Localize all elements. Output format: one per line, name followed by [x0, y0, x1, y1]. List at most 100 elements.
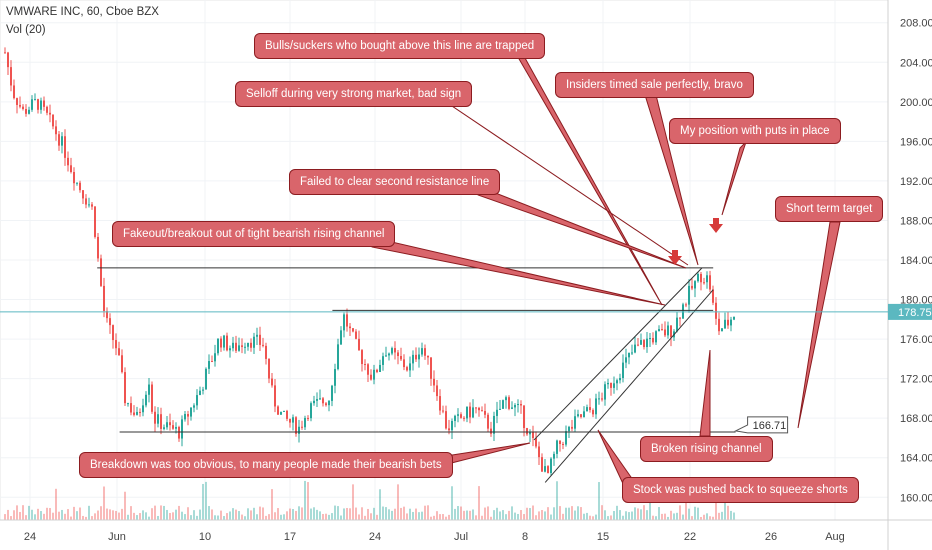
candle-body — [202, 389, 204, 391]
annotation-fakeout: Fakeout/breakout out of tight bearish ri… — [112, 221, 396, 247]
volume-bar — [118, 512, 120, 520]
volume-bar — [556, 481, 558, 520]
candle-body — [61, 136, 63, 146]
candle-body — [493, 415, 495, 434]
candle-body — [718, 318, 720, 332]
candle-body — [88, 204, 90, 206]
volume-bar — [277, 508, 279, 520]
volume-bar — [226, 513, 228, 520]
volume-bar — [475, 515, 477, 520]
candle-body — [475, 407, 477, 409]
candle-body — [700, 273, 702, 283]
volume-bar — [283, 514, 285, 520]
candle-body — [118, 348, 120, 356]
volume-bar — [67, 509, 69, 520]
candle-body — [478, 407, 480, 411]
volume-bar — [676, 512, 678, 520]
candle-body — [253, 336, 255, 348]
volume-bar — [730, 510, 732, 520]
candle-body — [223, 335, 225, 348]
volume-bar — [610, 515, 612, 520]
volume-bar — [22, 505, 24, 520]
volume-bars — [4, 480, 735, 520]
annotation-trapped: Bulls/suckers who bought above this line… — [254, 33, 546, 59]
candle-body — [589, 407, 591, 411]
candle-body — [262, 344, 264, 346]
candle-body — [598, 398, 600, 400]
candle-body — [178, 426, 180, 439]
volume-bar — [376, 514, 378, 520]
candle-body — [208, 361, 210, 369]
candle-body — [460, 414, 462, 418]
volume-bar — [361, 507, 363, 520]
candle-body — [655, 331, 657, 343]
y-tick-label: 192.00 — [900, 176, 932, 188]
candle-body — [139, 411, 141, 413]
y-tick-label: 204.00 — [900, 57, 932, 69]
candle-body — [625, 357, 627, 363]
candle-body — [523, 405, 525, 429]
volume-bar — [517, 513, 519, 520]
candle-body — [115, 340, 117, 349]
candle-body — [595, 398, 597, 415]
volume-bar — [61, 509, 63, 520]
volume-bar — [187, 507, 189, 520]
candle-body — [157, 414, 159, 424]
candle-body — [694, 281, 696, 289]
volume-bar — [328, 514, 330, 520]
candle-body — [310, 403, 312, 419]
candle-body — [445, 411, 447, 429]
volume-bar — [295, 510, 297, 520]
candle-body — [541, 457, 543, 472]
candle-body — [400, 356, 402, 360]
candle-body — [91, 204, 93, 207]
volume-bar — [577, 506, 579, 520]
candle-body — [634, 344, 636, 353]
candle-body — [304, 417, 306, 428]
candle-body — [631, 352, 633, 354]
candle-body — [502, 400, 504, 409]
volume-bar — [559, 506, 561, 520]
volume-bar — [496, 507, 498, 520]
volume-bar — [151, 508, 153, 520]
volume-bar — [430, 516, 432, 520]
candle-body — [220, 338, 222, 348]
annotation-leaders — [369, 51, 841, 489]
volume-bar — [163, 505, 165, 520]
volume-bar — [412, 511, 414, 520]
candle-body — [283, 410, 285, 412]
volume-bar — [574, 510, 576, 520]
volume-bar — [532, 505, 534, 520]
volume-bar — [169, 512, 171, 520]
candle-body — [136, 411, 138, 415]
volume-bar — [334, 505, 336, 520]
volume-bar — [43, 513, 45, 520]
volume-bar — [463, 510, 465, 520]
volume-bar — [55, 488, 57, 520]
candle-body — [181, 419, 183, 439]
volume-bar — [301, 507, 303, 520]
candle-body — [37, 99, 39, 110]
annotation-position: My position with puts in place — [669, 118, 841, 144]
volume-bar — [616, 505, 618, 520]
candle-body — [343, 314, 345, 331]
volume-bar — [625, 511, 627, 520]
volume-bar — [529, 508, 531, 520]
volume-bar — [349, 508, 351, 520]
volume-bar — [40, 511, 42, 520]
candle-body — [370, 374, 372, 380]
volume-bar — [622, 515, 624, 520]
candle-body — [31, 99, 33, 110]
candle-body — [196, 395, 198, 406]
candle-body — [505, 397, 507, 401]
volume-bar — [454, 508, 456, 520]
volume-bar — [142, 510, 144, 520]
volume-bar — [274, 512, 276, 520]
candle-body — [73, 172, 75, 184]
volume-bar — [106, 508, 108, 520]
x-tick-label: 8 — [522, 531, 528, 543]
volume-bar — [541, 510, 543, 520]
candle-body — [688, 285, 690, 305]
volume-bar — [337, 506, 339, 520]
candle-body — [574, 416, 576, 429]
